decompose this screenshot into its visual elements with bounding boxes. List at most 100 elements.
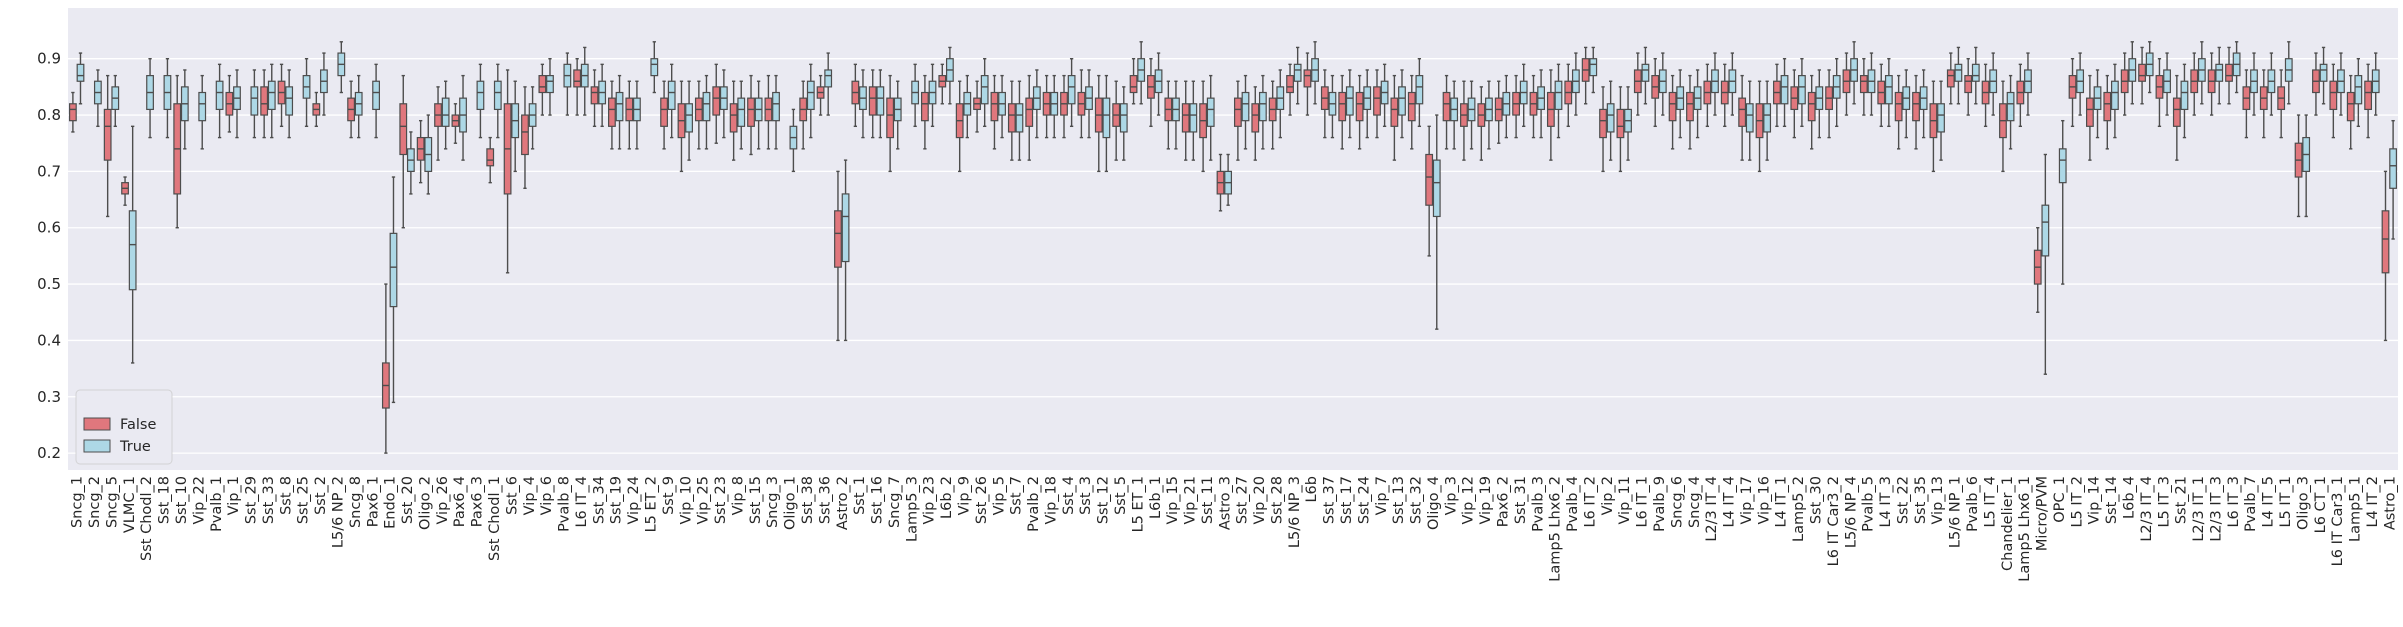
box-false-80 [1460, 80, 1468, 161]
box-true-28 [563, 52, 572, 116]
box-true-68 [1258, 74, 1267, 150]
x-tick-label: L6 IT_1 [1635, 476, 1651, 528]
box-false-77 [1407, 74, 1416, 150]
box-true-25 [511, 80, 520, 173]
x-tick-label: Vip_23 [922, 476, 938, 525]
box-true-102 [1850, 41, 1858, 105]
box-true-82 [1502, 74, 1511, 139]
x-tick-label: Sncg_6 [1669, 476, 1685, 528]
box-iqr [868, 86, 877, 116]
x-tick-label: L4 IT_3 [1878, 476, 1894, 528]
box-iqr [215, 80, 224, 111]
box-iqr [1206, 97, 1215, 127]
box-true-122 [2197, 41, 2206, 105]
x-tick-label: Sst_34 [591, 476, 607, 524]
box-true-116 [2093, 69, 2102, 139]
x-tick-label: Pax6_3 [470, 476, 486, 527]
y-tick-label: 0.6 [37, 219, 61, 237]
x-tick-label: Sst Chodl_2 [139, 476, 155, 561]
box-false-92 [1668, 74, 1677, 150]
box-iqr [1780, 75, 1789, 105]
box-false-74 [1355, 74, 1364, 150]
x-tick-label: Sst_15 [748, 476, 764, 524]
box-true-13 [302, 58, 311, 128]
box-true-54 [1015, 80, 1024, 161]
box-true-12 [285, 69, 294, 139]
box-true-40 [772, 74, 780, 150]
x-tick-label: L5 IT_3 [2156, 476, 2172, 528]
x-tick-label: Pax6_2 [1496, 476, 1512, 527]
x-tick-label: Sst_19 [609, 476, 625, 524]
box-false-127 [2277, 69, 2286, 139]
box-true-133 [2389, 119, 2398, 240]
box-true-71 [1311, 41, 1319, 105]
box-false-124 [2225, 46, 2233, 105]
x-tick-label: Sst_37 [1322, 476, 1338, 524]
box-false-78 [1425, 125, 1434, 257]
box-iqr [2058, 148, 2067, 184]
x-tick-label: Sst_14 [2104, 476, 2120, 524]
x-tick-label: Vip_6 [539, 476, 555, 515]
box-iqr [1894, 91, 1903, 122]
box-false-2 [103, 74, 112, 218]
box-true-31 [615, 74, 624, 150]
box-iqr [1606, 103, 1615, 133]
box-false-113 [2033, 227, 2042, 313]
y-tick-label: 0.9 [37, 50, 61, 68]
box-iqr [546, 75, 554, 94]
box-true-132 [2371, 52, 2380, 116]
box-true-50 [945, 46, 954, 105]
x-tick-label: Astro_1 [2382, 476, 2398, 530]
box-iqr [2041, 204, 2050, 257]
x-tick-label: Sst_12 [1096, 476, 1112, 524]
box-true-20 [424, 114, 433, 195]
box-iqr [1964, 75, 1973, 94]
box-false-52 [973, 80, 981, 133]
x-tick-label: Sst_27 [1235, 476, 1251, 524]
box-true-46 [876, 69, 885, 139]
box-true-65 [1206, 74, 1215, 161]
box-true-124 [2232, 41, 2241, 94]
legend: False True [75, 389, 173, 465]
x-tick-label: Oligo_2 [417, 476, 433, 530]
x-tick-label: Vip_17 [1739, 476, 1755, 525]
box-iqr [1338, 91, 1347, 122]
box-true-48 [911, 63, 920, 128]
x-tick-label: L6 IT_2 [1582, 476, 1598, 528]
x-tick-label: Astro_3 [1217, 476, 1233, 530]
box-true-111 [2006, 74, 2015, 150]
box-false-53 [990, 74, 999, 150]
box-iqr [685, 103, 693, 133]
box-iqr [824, 69, 833, 88]
box-false-97 [1755, 80, 1764, 173]
box-true-115 [2076, 52, 2085, 116]
x-tick-label: L6 IT_4 [574, 476, 590, 528]
x-tick-label: Pvalb_8 [557, 476, 573, 532]
box-true-14 [320, 52, 328, 116]
box-iqr [608, 97, 616, 127]
box-true-36 [702, 74, 711, 150]
box-false-65 [1199, 80, 1208, 173]
box-false-21 [434, 86, 442, 161]
box-false-117 [2103, 74, 2112, 150]
box-true-17 [372, 63, 380, 139]
box-iqr [399, 103, 408, 156]
box-iqr [2389, 148, 2398, 189]
x-tick-label: L6 IT Car3_1 [2330, 476, 2346, 566]
box-false-101 [1825, 69, 1833, 139]
x-tick-label: Oligo_1 [783, 476, 799, 530]
box-false-112 [2016, 63, 2025, 128]
box-true-128 [2302, 114, 2311, 218]
x-tick-label: Lamp5_2 [1791, 476, 1807, 542]
box-true-52 [980, 58, 989, 128]
box-false-29 [573, 58, 582, 116]
box-true-88 [1606, 80, 1615, 161]
box-true-49 [928, 63, 937, 128]
box-iqr [68, 103, 77, 122]
x-tick-label: Sncg_4 [1687, 476, 1703, 528]
box-iqr [2346, 91, 2355, 122]
box-true-61 [1137, 41, 1146, 105]
box-false-12 [277, 63, 286, 128]
box-false-62 [1147, 58, 1155, 128]
